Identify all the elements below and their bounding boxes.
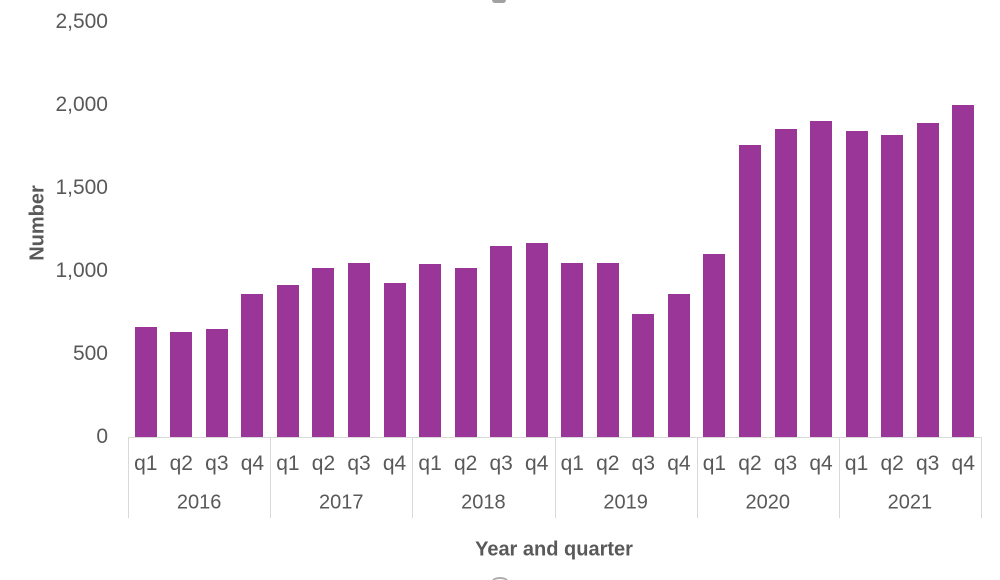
- quarter-label: q2: [596, 452, 620, 475]
- bar-2016-q4: [241, 294, 264, 437]
- bar-2018-q4: [525, 242, 548, 437]
- bar-2020-q4: [810, 121, 833, 437]
- quarter-label: q2: [738, 452, 762, 475]
- bar-2021-q1: [845, 131, 868, 437]
- y-tick-label: 2,000: [55, 92, 108, 116]
- quarter-label: q1: [702, 452, 727, 475]
- bar-2018-q1: [419, 264, 442, 437]
- year-label: 2018: [461, 491, 506, 514]
- quarter-label: q4: [951, 452, 975, 475]
- bar-2018-q3: [490, 245, 513, 437]
- bar-2016-q2: [170, 332, 193, 437]
- quarter-label: q1: [276, 452, 300, 475]
- cropped-caption-fragment: [492, 577, 508, 580]
- category-group-separator: [696, 437, 698, 518]
- bar-2019-q2: [596, 263, 619, 437]
- bar-2016-q1: [134, 326, 157, 437]
- category-group-separator: [554, 437, 556, 518]
- quarter-label: q1: [560, 452, 584, 475]
- quarter-label: q4: [382, 452, 407, 475]
- bar-2020-q1: [703, 254, 726, 437]
- bar-2017-q2: [312, 268, 335, 437]
- quarter-label: q2: [880, 452, 904, 475]
- quarter-label: q1: [134, 452, 158, 475]
- year-label: 2019: [603, 491, 648, 514]
- quarter-label: q2: [453, 452, 478, 475]
- year-label: 2020: [745, 491, 791, 514]
- category-group-separator: [981, 437, 982, 518]
- bar-2019-q1: [561, 263, 584, 437]
- quarter-label: q4: [809, 452, 833, 475]
- category-group-separator: [270, 437, 272, 518]
- category-group-separator: [128, 437, 129, 518]
- bar-2016-q3: [205, 329, 228, 437]
- bar-2021-q4: [952, 104, 975, 437]
- bar-2019-q4: [667, 294, 690, 437]
- x-axis-title: Year and quarter: [475, 538, 633, 561]
- bar-2020-q3: [774, 128, 797, 437]
- bar-2017-q4: [383, 283, 406, 437]
- quarter-label: q3: [631, 452, 656, 475]
- y-tick-label: 2,500: [55, 9, 108, 33]
- quarter-label: q4: [667, 452, 691, 475]
- year-label: 2021: [887, 491, 933, 514]
- bar-2020-q2: [738, 145, 761, 437]
- y-tick-label: 500: [72, 341, 108, 365]
- year-label: 2017: [319, 491, 364, 514]
- quarter-label: q3: [489, 452, 513, 475]
- category-group-separator: [412, 437, 414, 518]
- quarter-label: q1: [844, 452, 869, 475]
- quarter-label: q2: [311, 452, 336, 475]
- y-tick-label: 1,000: [55, 258, 108, 282]
- quarter-label: q3: [773, 452, 798, 475]
- bar-2021-q3: [916, 123, 939, 437]
- bar-2017-q3: [348, 262, 371, 437]
- quarter-label: q2: [169, 452, 193, 475]
- bar-2018-q2: [454, 267, 477, 437]
- category-group-separator: [838, 437, 840, 518]
- y-tick-label: 0: [96, 425, 108, 448]
- quarter-label: q1: [418, 452, 442, 475]
- y-tick-label: 1,500: [55, 175, 108, 199]
- cropped-title-fragment: [492, 0, 506, 3]
- year-label: 2016: [176, 491, 222, 514]
- bar-2019-q3: [632, 314, 655, 437]
- quarter-label: q3: [205, 452, 229, 475]
- quarter-label: q3: [347, 452, 371, 475]
- quarter-label: q4: [525, 452, 549, 475]
- bar-2017-q1: [276, 285, 299, 437]
- bar-2021-q2: [881, 134, 904, 437]
- y-axis-title: Number: [26, 185, 49, 261]
- quarter-label: q3: [916, 452, 940, 475]
- quarter-label: q4: [240, 452, 265, 475]
